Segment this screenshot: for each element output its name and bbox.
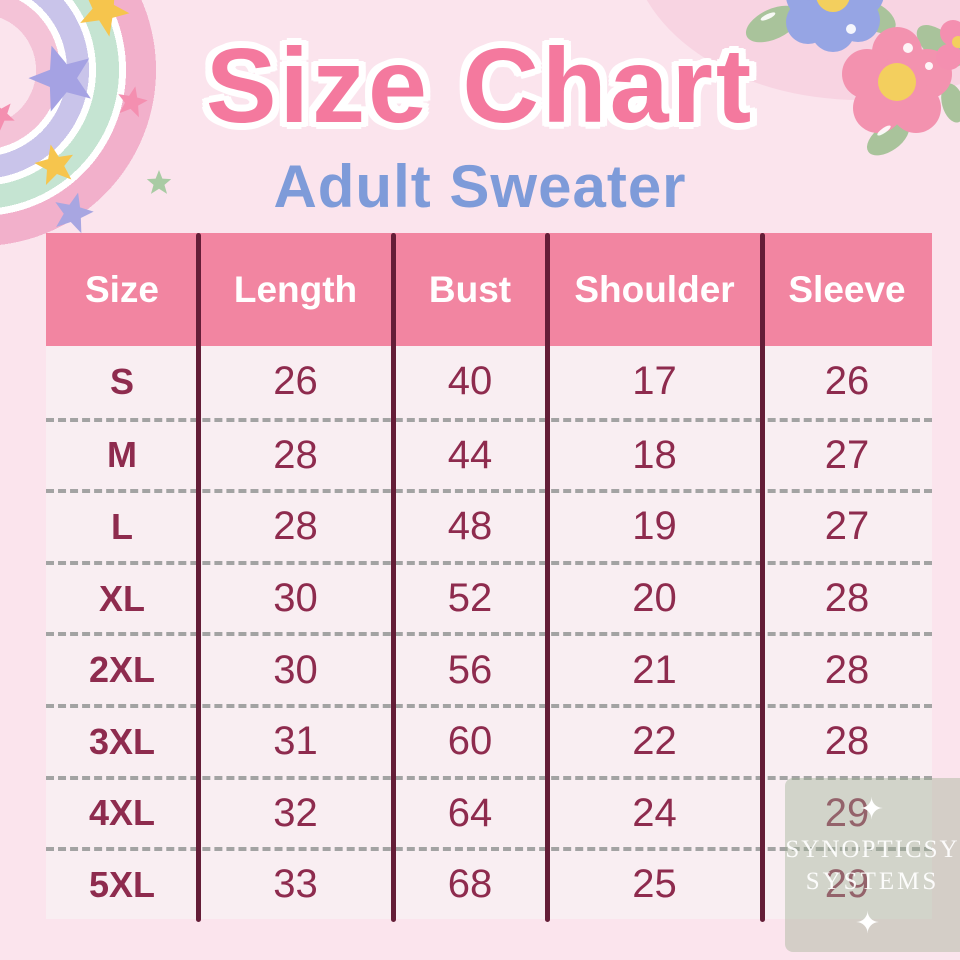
shoulder-cell: 25 (632, 862, 677, 907)
page-title: Size Chart (205, 27, 755, 145)
bust-cell: 44 (447, 432, 493, 477)
size-cell: 2XL (88, 649, 156, 691)
column-header-bust: Bust (428, 268, 512, 310)
size-cell: M (107, 434, 137, 476)
sleeve-cell: 27 (824, 432, 870, 477)
table-row: S 26 40 17 26 (46, 346, 932, 418)
shoulder-cell: 17 (632, 359, 677, 404)
page-subtitle: Adult Sweater (273, 153, 687, 220)
column-header-shoulder: Shoulder (574, 268, 735, 310)
table-row: 5XL 33 68 25 29 (46, 847, 932, 919)
bust-cell: 48 (447, 504, 493, 549)
bust-cell: 68 (447, 862, 493, 907)
size-cell: L (111, 505, 133, 547)
size-table: Size Length Bust Shoulder Sleeve S 26 40… (46, 233, 932, 922)
table-body: S 26 40 17 26 M 28 44 18 27 L 28 48 19 2… (46, 346, 932, 919)
column-divider (545, 233, 550, 922)
shoulder-cell: 20 (632, 576, 677, 621)
shoulder-cell: 22 (632, 719, 677, 764)
sleeve-cell: 26 (824, 359, 870, 404)
column-header-sleeve: Sleeve (788, 268, 906, 310)
length-cell: 33 (273, 862, 318, 907)
table-row: 2XL 30 56 21 28 (46, 632, 932, 704)
watermark-line1: SYNOPTICSY (785, 836, 960, 863)
length-cell: 28 (273, 432, 318, 477)
column-divider (196, 233, 201, 922)
sleeve-cell: 28 (824, 576, 870, 621)
shoulder-cell: 21 (632, 647, 677, 692)
size-cell: 5XL (88, 863, 156, 905)
column-header-size: Size (84, 268, 160, 310)
length-cell: 28 (273, 504, 318, 549)
sleeve-cell: 27 (824, 504, 870, 549)
sleeve-cell: 29 (824, 862, 870, 907)
table-header-row: Size Length Bust Shoulder Sleeve (46, 233, 932, 346)
shoulder-cell: 24 (632, 790, 677, 835)
column-header-length: Length (233, 268, 358, 310)
length-cell: 31 (273, 719, 318, 764)
sleeve-cell: 28 (824, 647, 870, 692)
size-cell: XL (98, 577, 145, 619)
watermark: ✦ SYNOPTICSY SYSTEMS ✦ (785, 778, 960, 952)
shoulder-cell: 18 (632, 432, 677, 477)
bust-cell: 52 (447, 576, 493, 621)
sleeve-cell: 29 (824, 790, 870, 835)
sparkle-icon: ✦ (859, 792, 885, 827)
length-cell: 30 (273, 576, 318, 621)
bust-cell: 40 (447, 359, 493, 404)
sleeve-cell: 28 (824, 719, 870, 764)
length-cell: 32 (273, 790, 318, 835)
bust-cell: 64 (447, 790, 493, 835)
table-row: 3XL 31 60 22 28 (46, 703, 932, 776)
size-cell: S (109, 360, 134, 402)
bust-cell: 60 (447, 719, 493, 764)
column-divider (760, 233, 765, 922)
length-cell: 26 (273, 359, 318, 404)
size-cell: 4XL (88, 792, 156, 834)
bust-cell: 56 (447, 647, 493, 692)
table-row: L 28 48 19 27 (46, 489, 932, 561)
sparkle-icon: ✦ (855, 906, 881, 941)
table-row: XL 30 52 20 28 (46, 560, 932, 633)
column-divider (391, 233, 396, 922)
size-cell: 3XL (88, 720, 156, 762)
table-row: 4XL 32 64 24 29 (46, 775, 932, 848)
watermark-line2: SYSTEMS (805, 868, 940, 895)
shoulder-cell: 19 (632, 504, 677, 549)
length-cell: 30 (273, 647, 318, 692)
table-row: M 28 44 18 27 (46, 417, 932, 490)
